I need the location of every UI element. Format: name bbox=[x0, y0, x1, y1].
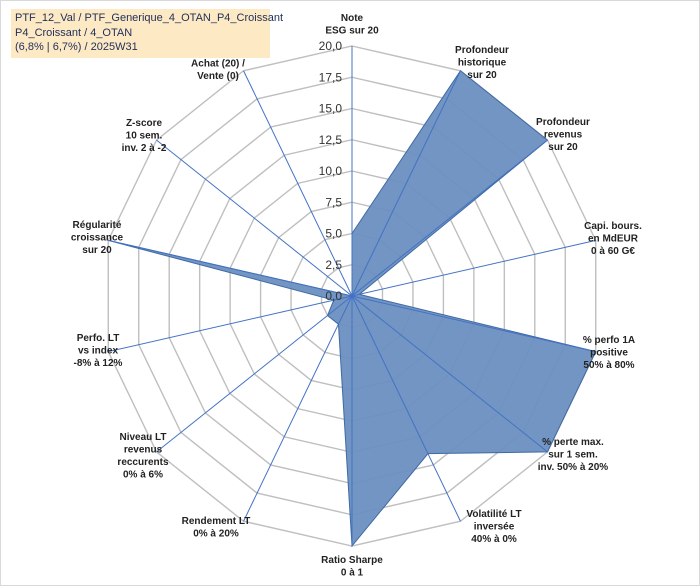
tick-label: 0,0 bbox=[325, 289, 342, 303]
axis-spoke bbox=[243, 70, 353, 297]
axis-spoke bbox=[351, 295, 596, 353]
axis-spoke bbox=[351, 239, 596, 297]
chart-title: PTF_12_Val / PTF_Generique_4_OTAN_P4_Cro… bbox=[11, 9, 284, 58]
axis-label: Perfo. LT vs index -8% à 12% bbox=[74, 333, 123, 369]
axis-label: Profondeur revenus sur 20 bbox=[536, 117, 590, 153]
axis-label: Ratio Sharpe 0 à 1 bbox=[321, 555, 383, 579]
axis-label: Régularité croissance sur 20 bbox=[71, 220, 124, 256]
axis-spoke bbox=[351, 295, 461, 522]
chart-title-line-2: P4_Croissant / 4_OTAN bbox=[15, 26, 133, 39]
tick-label: 7,5 bbox=[325, 195, 342, 209]
chart-title-line-1: PTF_12_Val / PTF_Generique_4_OTAN_P4_Cro… bbox=[15, 12, 284, 24]
chart-title-line-3: (6,8% | 6,7%) / 2025W31 bbox=[15, 41, 138, 53]
radar-tick-labels: 0,0 2,5 5,0 7,5 10,0 12,5 15,0 17,5 20,0 bbox=[319, 39, 343, 303]
axis-spoke bbox=[351, 295, 548, 453]
axis-spoke bbox=[156, 139, 353, 297]
axis-label: Note ESG sur 20 bbox=[325, 13, 379, 37]
axis-label: Profondeur historique sur 20 bbox=[455, 45, 509, 81]
axis-spoke bbox=[243, 295, 353, 522]
tick-label: 10,0 bbox=[319, 164, 343, 178]
axis-spoke bbox=[108, 295, 353, 353]
axis-label: % perte max. sur 1 sem. inv. 50% à 20% bbox=[538, 437, 609, 473]
axis-label: Rendement LT 0% à 20% bbox=[182, 516, 251, 540]
tick-label: 5,0 bbox=[325, 227, 342, 241]
axis-spoke bbox=[156, 295, 353, 453]
tick-label: 2,5 bbox=[325, 258, 342, 272]
radar-spokes bbox=[108, 46, 596, 546]
axis-label: Volatilité LT inversée 40% à 0% bbox=[466, 509, 521, 545]
tick-label: 20,0 bbox=[319, 39, 343, 53]
tick-label: 12,5 bbox=[319, 133, 343, 147]
axis-label: % perfo 1A positive 50% à 80% bbox=[583, 335, 635, 371]
tick-label: 15,0 bbox=[319, 102, 343, 116]
axis-spoke bbox=[351, 70, 461, 297]
tick-label: 17,5 bbox=[319, 70, 343, 84]
axis-label: Z-score 10 sem. inv. 2 à -2 bbox=[122, 118, 167, 154]
axis-spoke bbox=[108, 239, 353, 297]
axis-label: Niveau LT revenus reccurents 0% à 6% bbox=[117, 432, 169, 481]
axis-label: Capi. bours. en MdEUR 0 à 60 G€ bbox=[584, 221, 642, 257]
axis-spoke bbox=[351, 139, 548, 297]
